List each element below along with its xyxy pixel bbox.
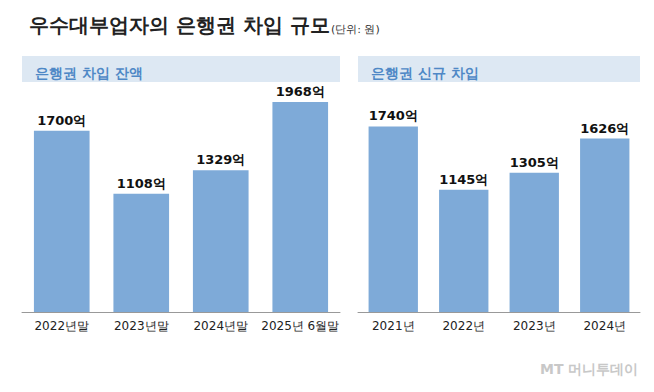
svg-text:은행권 신규 차입: 은행권 신규 차입: [371, 65, 479, 81]
svg-text:1700억: 1700억: [37, 113, 86, 128]
svg-text:우수대부업자의 은행권 차입 규모: 우수대부업자의 은행권 차입 규모: [29, 13, 330, 37]
svg-text:MT 머니투데이: MT 머니투데이: [540, 361, 638, 377]
svg-text:2024년: 2024년: [583, 319, 626, 333]
svg-text:2022년: 2022년: [442, 319, 485, 333]
svg-text:2024년말: 2024년말: [193, 319, 248, 333]
svg-text:2023년: 2023년: [513, 319, 556, 333]
svg-text:2022년말: 2022년말: [34, 319, 89, 333]
svg-text:1305억: 1305억: [510, 155, 559, 170]
svg-text:2023년말: 2023년말: [114, 319, 169, 333]
svg-text:은행권 차입 잔액: 은행권 차입 잔액: [35, 65, 143, 81]
svg-text:1968억: 1968억: [276, 84, 325, 99]
svg-text:2025년 6월말: 2025년 6월말: [261, 319, 339, 333]
svg-text:1329억: 1329억: [196, 152, 245, 167]
svg-text:(단위: 원): (단위: 원): [331, 23, 380, 36]
svg-text:1145억: 1145억: [439, 172, 488, 187]
svg-text:1108억: 1108억: [117, 176, 166, 191]
svg-text:1626억: 1626억: [580, 121, 629, 136]
svg-text:2021년: 2021년: [372, 319, 415, 333]
svg-text:1740억: 1740억: [369, 108, 418, 123]
